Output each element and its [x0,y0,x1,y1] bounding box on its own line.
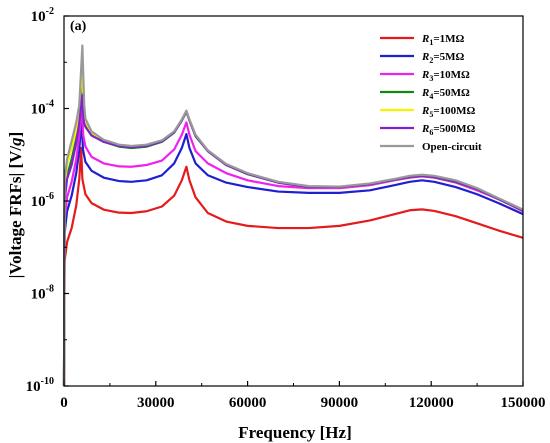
y-tick-label: 10-2 [31,6,54,25]
series-line-7 [62,44,524,387]
x-axis-title: Frequency [Hz] [238,423,351,442]
y-axis-title: |Voltage FRFs| [V/g] [6,132,25,279]
y-axis-title-italic: g [6,137,25,147]
x-tick-label: 60000 [229,395,267,411]
y-tick-label: 10-10 [26,376,54,395]
series-line-4 [62,71,524,387]
y-tick-label: 10-4 [31,99,54,118]
y-tick-label: 10-6 [31,191,54,210]
legend-label: Open-circuit [422,141,482,153]
x-axis-ticks: 0 30000 60000 90000 120000 150000 [60,381,546,411]
x-tick-label: 120000 [409,395,454,411]
series-line-1 [62,146,524,387]
legend-label: R2=5MΩ [421,51,464,65]
x-tick-label: 90000 [321,395,359,411]
x-tick-label: 0 [60,395,68,411]
series-line-6 [62,93,524,387]
y-tick-label: 10-8 [31,284,54,303]
legend-label: R1=1MΩ [421,33,464,47]
legend-label: R3=10MΩ [421,69,470,83]
legend-label: R6=500MΩ [421,123,475,137]
panel-label: (a) [70,19,87,34]
series-layer [62,44,524,387]
legend-label: R5=100MΩ [421,105,475,119]
y-axis-title-prefix: |Voltage FRFs| [V/ [6,146,25,279]
legend: R1=1MΩ R2=5MΩ R3=10MΩ R4=50MΩ R5=100MΩ R6=500… [380,33,482,153]
legend-label: R4=50MΩ [421,87,470,101]
y-axis-title-suffix: ] [6,132,25,138]
y-axis-ticks: 10-10 10-8 10-6 10-4 10-2 [26,6,69,395]
x-tick-label: 30000 [137,395,175,411]
series-line-2 [62,117,524,387]
x-tick-label: 150000 [501,395,546,411]
